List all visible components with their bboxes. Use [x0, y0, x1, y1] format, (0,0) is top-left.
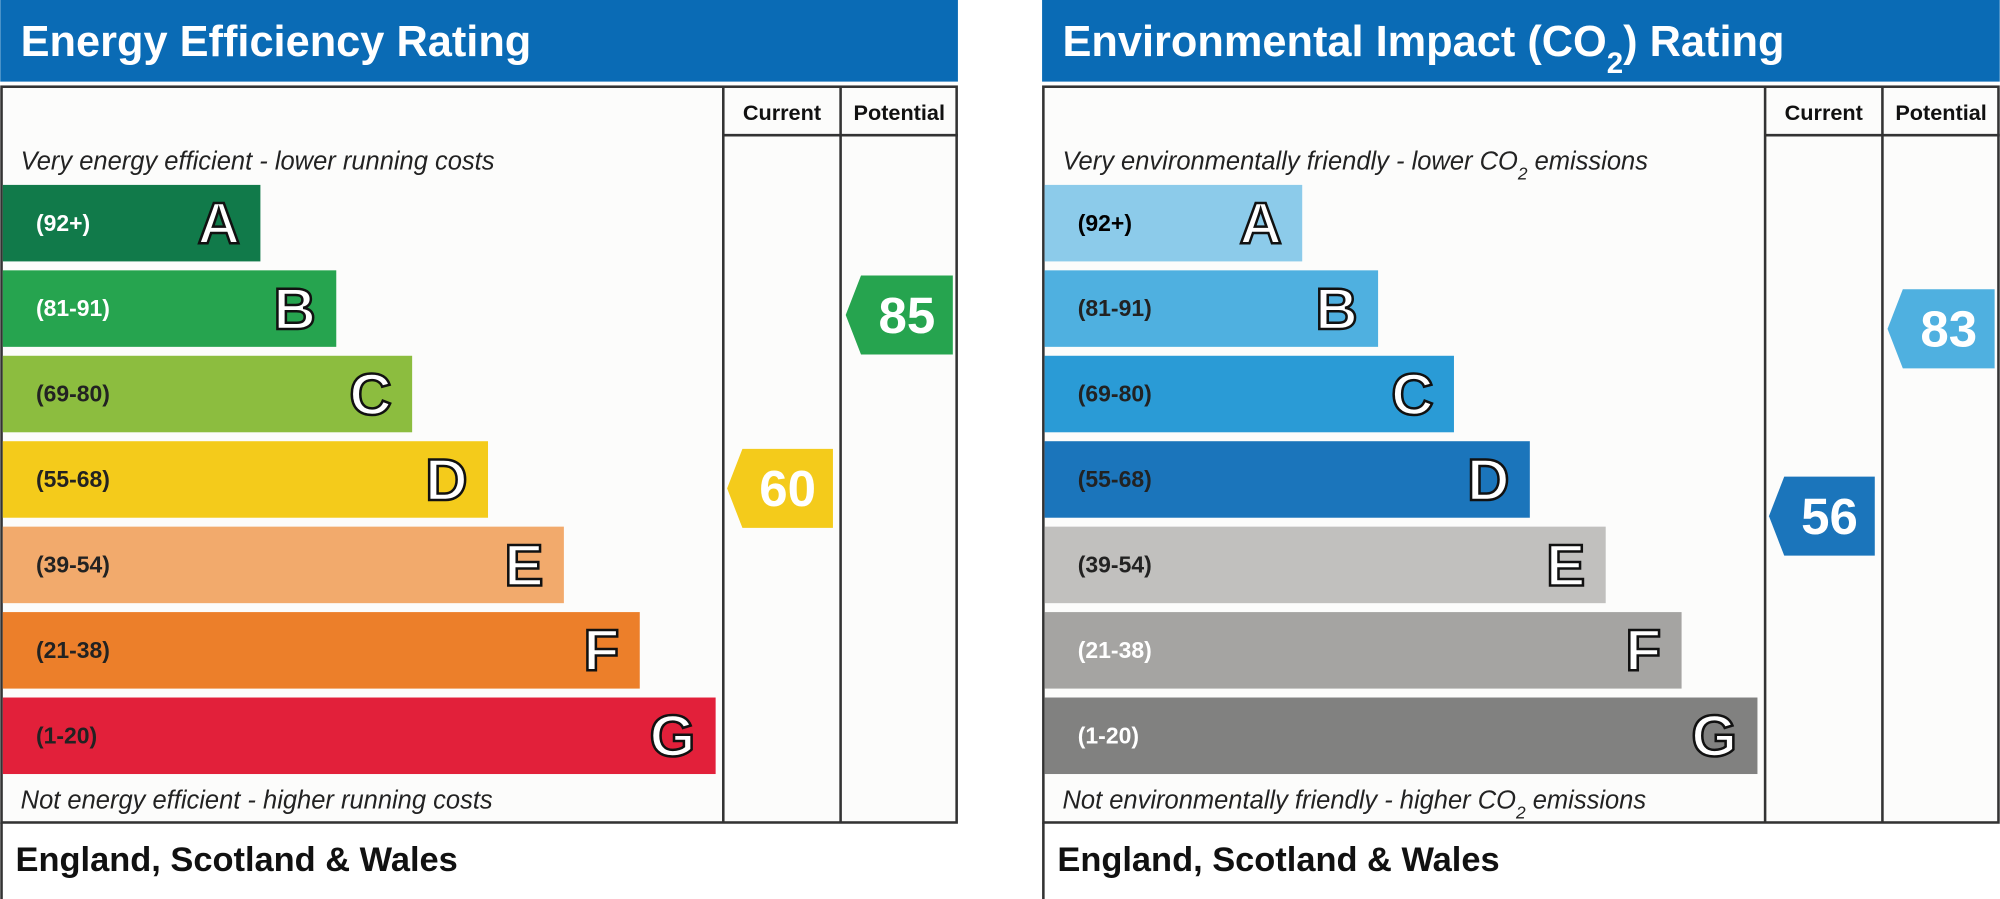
text-part: ) Rating	[1623, 18, 1784, 66]
band-range: (39-54)	[36, 552, 110, 578]
band-bar	[2, 355, 413, 433]
column-header: Current	[743, 100, 821, 125]
current-rating: 56	[1801, 488, 1858, 545]
band-range: (69-80)	[1078, 381, 1152, 407]
band-range: (1-20)	[36, 722, 97, 748]
band-letter: A	[198, 192, 240, 257]
column-header: Potential	[1895, 100, 1986, 125]
current-arrow	[1768, 476, 1875, 556]
band-letter: C	[1391, 362, 1433, 427]
band-letter: B	[1315, 277, 1357, 342]
band-letter: C	[349, 362, 391, 427]
band-letter: E	[504, 533, 543, 598]
band-range: (81-91)	[1078, 295, 1152, 321]
footer: England, Scotland & Wales	[1057, 841, 1499, 879]
panel-title: Environmental Impact (CO2) Rating	[1062, 18, 1784, 80]
band-range: (81-91)	[36, 295, 110, 321]
band-letter: G	[650, 704, 696, 769]
band-bar	[1044, 270, 1379, 347]
text-part: Not environmentally friendly - higher CO	[1062, 786, 1516, 814]
band-range: (21-38)	[36, 637, 110, 663]
band-bar	[1044, 184, 1303, 262]
potential-rating: 83	[1920, 301, 1977, 358]
band-bar	[2, 526, 564, 604]
band-range: (55-68)	[36, 466, 110, 492]
footer: England, Scotland & Wales	[16, 841, 458, 879]
rating-panel: Environmental Impact (CO2) RatingCurrent…	[1042, 0, 2000, 899]
subscript: 2	[1517, 164, 1528, 184]
subscript: 2	[1607, 47, 1623, 80]
top-note: Very environmentally friendly - lower CO…	[1062, 148, 1648, 184]
band-bar	[2, 441, 489, 518]
band-letter: B	[274, 277, 316, 342]
text-part: Very environmentally friendly - lower CO	[1062, 148, 1518, 176]
band-letter: E	[1546, 533, 1585, 598]
band-bar	[1044, 355, 1454, 433]
current-arrow	[727, 448, 833, 528]
column-header: Current	[1785, 100, 1863, 125]
band-bar	[1044, 612, 1682, 689]
bottom-note: Not environmentally friendly - higher CO…	[1062, 786, 1646, 822]
band-bar	[1044, 697, 1758, 775]
band-bar	[1044, 441, 1530, 518]
text-part: Energy Efficiency Rating	[21, 18, 532, 66]
band-bar	[2, 270, 337, 347]
potential-arrow	[1887, 289, 1995, 369]
top-note: Very energy efficient - lower running co…	[21, 148, 495, 176]
potential-arrow	[845, 275, 953, 355]
band-bar	[2, 612, 640, 689]
band-range: (92+)	[36, 210, 90, 236]
title-bar	[1042, 0, 2000, 82]
band-range: (39-54)	[1078, 552, 1152, 578]
band-letter: A	[1239, 192, 1281, 257]
band-letter: F	[584, 619, 620, 684]
band-range: (55-68)	[1078, 466, 1152, 492]
current-rating: 60	[759, 460, 816, 517]
band-bar	[2, 184, 261, 262]
potential-rating: 85	[879, 287, 936, 344]
text-part: emissions	[1528, 148, 1649, 176]
text-part: Not energy efficient - higher running co…	[21, 786, 493, 814]
text-part: emissions	[1526, 786, 1647, 814]
rating-panel: Energy Efficiency Rating Current Potential…	[0, 0, 958, 899]
text-part: Very energy efficient - lower running co…	[21, 148, 495, 176]
subscript: 2	[1515, 802, 1526, 822]
band-letter: F	[1625, 619, 1661, 684]
title-bar	[0, 0, 958, 82]
text-part: Environmental Impact (CO	[1062, 18, 1606, 66]
band-letter: G	[1691, 704, 1737, 769]
band-letter: D	[1467, 448, 1509, 513]
band-bar	[1044, 526, 1606, 604]
band-bar	[2, 697, 716, 775]
panel-title: Energy Efficiency Rating	[21, 18, 532, 66]
column-header: Potential	[854, 100, 945, 125]
band-letter: D	[425, 448, 467, 513]
band-range: (69-80)	[36, 381, 110, 407]
band-range: (1-20)	[1078, 722, 1139, 748]
band-range: (21-38)	[1078, 637, 1152, 663]
band-range: (92+)	[1078, 210, 1132, 236]
bottom-note: Not energy efficient - higher running co…	[21, 786, 493, 814]
